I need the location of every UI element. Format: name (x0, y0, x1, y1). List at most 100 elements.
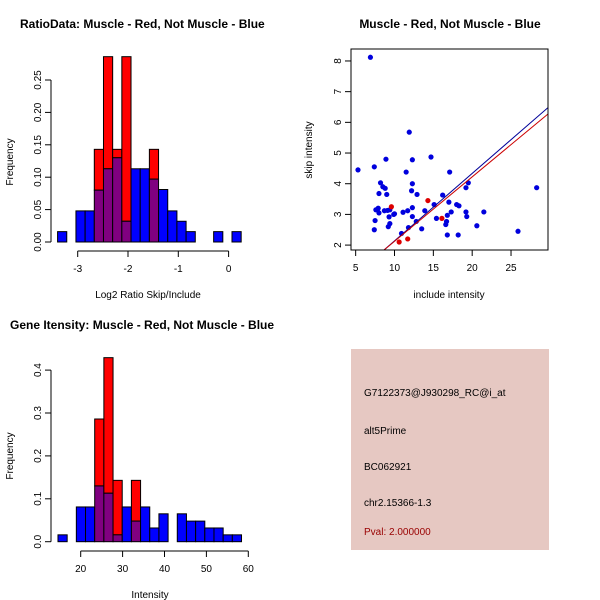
not-muscle-bar (204, 527, 215, 543)
not-muscle-bar (231, 534, 243, 543)
not-muscle-bar (158, 189, 169, 243)
x-tick-label: -3 (73, 264, 82, 275)
ratio-histogram-ylabel: Frequency (5, 138, 16, 185)
not-muscle-bar (195, 520, 206, 543)
not-muscle-point (406, 129, 412, 135)
overlap-bar (148, 178, 160, 243)
not-muscle-point (463, 185, 469, 191)
x-tick-label: 20 (467, 263, 479, 274)
not-muscle-point (376, 190, 382, 197)
y-tick-label: 7 (333, 88, 344, 94)
muscle-bar (112, 479, 123, 536)
not-muscle-bar (75, 506, 87, 543)
not-muscle-bar (57, 534, 68, 543)
y-tick-label: 0.00 (33, 232, 44, 252)
x-tick-label: 15 (428, 263, 440, 274)
not-muscle-point (446, 199, 452, 205)
y-tick-label: 0.20 (33, 102, 44, 122)
x-tick-label: 30 (117, 564, 129, 575)
muscle-point (405, 236, 411, 242)
x-tick-label: -2 (124, 264, 133, 275)
not-muscle-point (443, 218, 450, 225)
y-tick-label: 5 (333, 150, 344, 156)
y-tick-label: 8 (333, 58, 344, 64)
not-muscle-point (463, 209, 469, 215)
y-tick-label: 3 (333, 211, 344, 217)
muscle-bar (102, 56, 114, 170)
not-muscle-point (474, 223, 480, 229)
x-tick-label: 5 (353, 263, 359, 274)
y-tick-label: 0.3 (33, 406, 44, 420)
muscle-bar (93, 148, 104, 191)
y-tick-label: 0.4 (33, 363, 44, 377)
not-muscle-bar (139, 168, 150, 243)
intensity-histogram-title: Gene Itensity: Muscle - Red, Not Muscle … (10, 318, 274, 332)
not-muscle-point (387, 221, 393, 227)
not-muscle-bar (213, 527, 224, 543)
ratio-histogram-xlabel: Log2 Ratio Skip/Include (95, 290, 201, 301)
y-tick-label: 0.10 (33, 167, 44, 187)
not-muscle-point (534, 185, 540, 191)
overlap-bar (121, 220, 132, 243)
not-muscle-point (377, 180, 384, 186)
not-muscle-bar (140, 506, 151, 543)
y-tick-label: 0.1 (33, 491, 44, 505)
y-tick-label: 0.15 (33, 135, 44, 155)
not-muscle-point (444, 232, 450, 238)
overlap-bar (93, 189, 104, 243)
not-muscle-point (384, 191, 390, 198)
x-tick-label: 20 (75, 564, 87, 575)
not-muscle-bar (149, 527, 160, 543)
not-muscle-bar (85, 506, 96, 543)
not-muscle-bar (185, 520, 197, 543)
not-muscle-point (464, 213, 470, 220)
x-tick-label: 40 (159, 564, 171, 575)
not-muscle-point (481, 209, 487, 215)
info-probe: G7122373@J930298_RC@i_at (364, 388, 506, 399)
not-muscle-point (383, 156, 389, 162)
not-muscle-bar (213, 231, 224, 243)
not-muscle-point (444, 212, 450, 218)
not-muscle-point (405, 208, 411, 214)
not-muscle-point (355, 167, 361, 173)
not-muscle-point (371, 164, 377, 170)
muscle-point (425, 197, 431, 204)
intensity-histogram-xlabel: Intensity (131, 590, 168, 600)
y-tick-label: 4 (333, 180, 344, 186)
info-location: chr2.15366-1.3 (364, 498, 432, 509)
intensity-histogram: Gene Itensity: Muscle - Red, Not Muscle … (5, 318, 274, 600)
x-tick-label: 25 (505, 263, 517, 274)
muscle-bar (130, 479, 142, 522)
not-muscle-fit-line (383, 107, 548, 250)
scatter-plot-box (350, 48, 549, 251)
not-muscle-bar (130, 168, 141, 243)
y-tick-label: 0.25 (33, 70, 44, 90)
not-muscle-point (371, 227, 377, 233)
x-tick-label: 0 (226, 264, 232, 275)
muscle-bar (148, 148, 160, 180)
not-muscle-point (403, 169, 409, 175)
not-muscle-point (367, 54, 374, 60)
not-muscle-bar (167, 210, 178, 243)
not-muscle-point (455, 232, 461, 238)
x-tick-label: 50 (201, 564, 213, 575)
not-muscle-point (414, 191, 420, 198)
scatter-ylabel: skip intensity (304, 121, 315, 178)
overlap-bar (112, 157, 123, 243)
scatter-xlabel: include intensity (413, 290, 484, 301)
overlap-bar (112, 534, 123, 543)
not-muscle-point (375, 205, 381, 211)
y-tick-label: 2 (333, 242, 344, 248)
ratio-histogram: RatioData: Muscle - Red, Not Muscle - Bl… (5, 17, 265, 301)
overlap-bar (102, 168, 114, 243)
not-muscle-point (409, 181, 415, 187)
not-muscle-point (382, 185, 388, 191)
x-tick-label: 10 (389, 263, 401, 274)
x-tick-label: -1 (174, 264, 183, 275)
intensity-scatter: Muscle - Red, Not Muscle - Blue include … (304, 17, 549, 301)
not-muscle-point (409, 205, 415, 211)
not-muscle-point (515, 228, 521, 234)
muscle-bar (103, 357, 114, 494)
info-event: alt5Prime (364, 426, 407, 437)
not-muscle-point (376, 210, 382, 216)
